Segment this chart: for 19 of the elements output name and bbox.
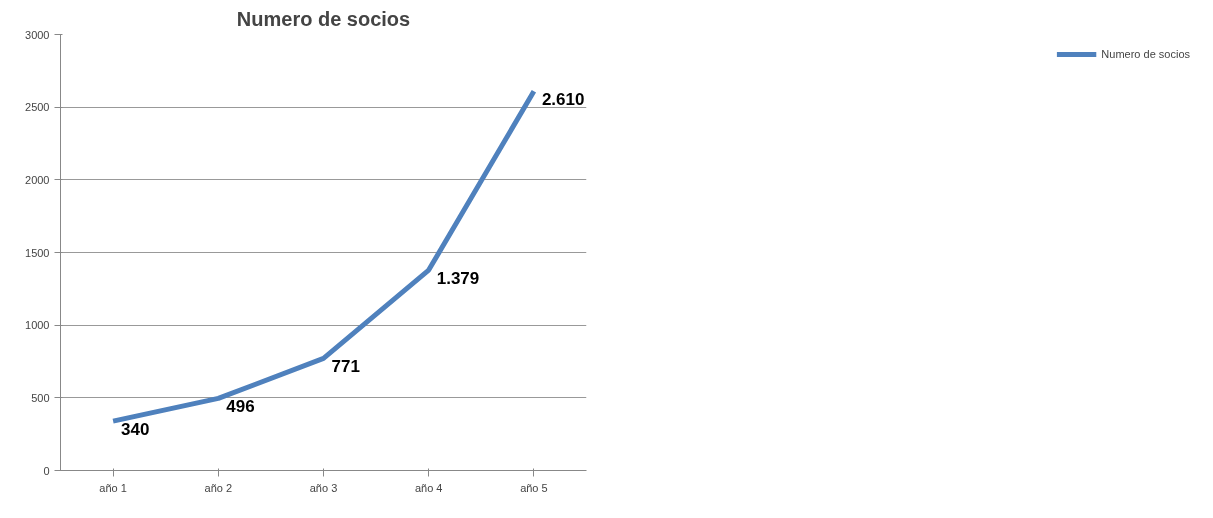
x-tick-label: año 2 xyxy=(204,481,233,494)
y-tick-label: 1500 xyxy=(25,246,50,259)
x-tick-label: año 1 xyxy=(99,481,127,494)
y-tick-label: 2000 xyxy=(25,173,50,186)
x-tick-label: año 4 xyxy=(414,481,443,494)
x-tick-label: año 5 xyxy=(520,481,548,494)
legend-label: Numero de socios xyxy=(1101,48,1190,60)
y-tick-label: 0 xyxy=(43,464,50,477)
data-label: 2.610 xyxy=(541,90,585,110)
y-tick-label: 1000 xyxy=(25,319,50,332)
x-tick-label: año 3 xyxy=(309,481,338,494)
y-tick-label: 500 xyxy=(31,391,50,404)
y-tick-label: 2500 xyxy=(25,101,50,114)
y-tick-label: 3000 xyxy=(25,28,50,41)
data-label: 340 xyxy=(121,420,150,440)
data-label: 1.379 xyxy=(436,269,480,289)
chart-title: Numero de socios xyxy=(236,7,411,30)
data-label: 771 xyxy=(331,357,360,377)
data-label: 496 xyxy=(226,397,255,417)
